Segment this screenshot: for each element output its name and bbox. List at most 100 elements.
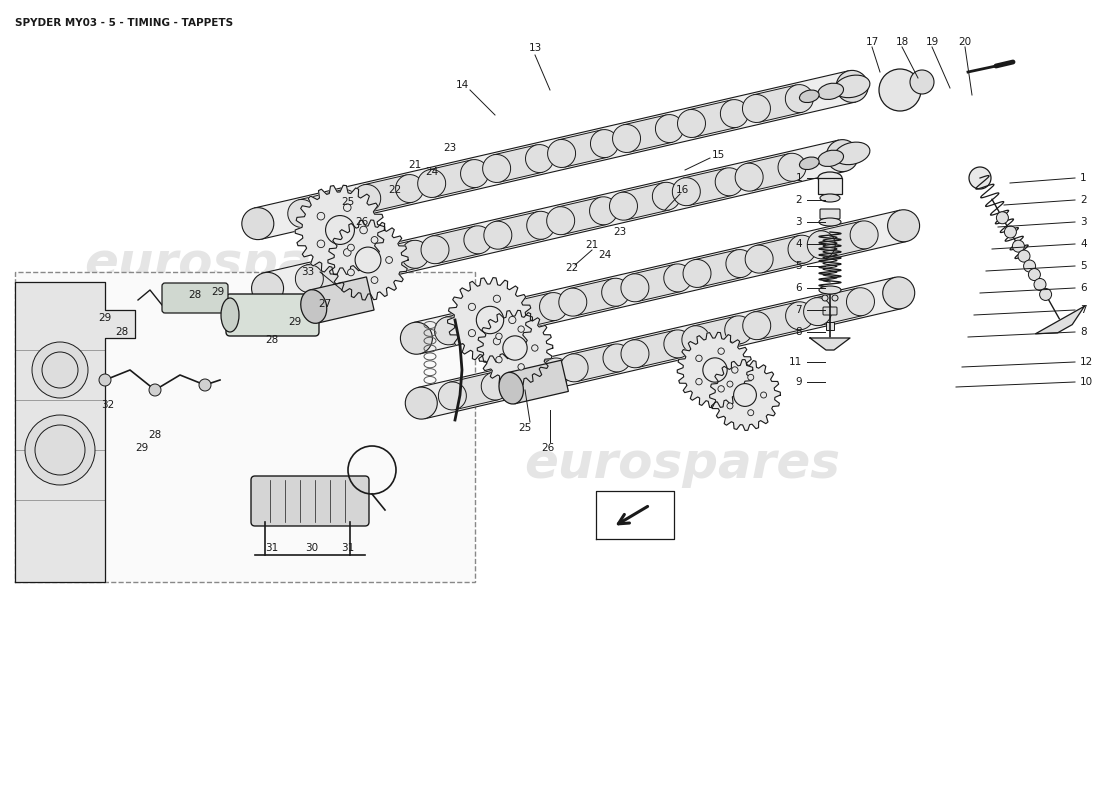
Ellipse shape — [559, 288, 586, 316]
Text: 1: 1 — [795, 173, 802, 183]
Text: 29: 29 — [98, 313, 111, 323]
Text: 30: 30 — [306, 543, 319, 553]
Ellipse shape — [800, 90, 820, 102]
Ellipse shape — [663, 264, 692, 292]
Circle shape — [371, 277, 378, 283]
Polygon shape — [495, 212, 543, 249]
Ellipse shape — [742, 94, 770, 122]
Circle shape — [35, 425, 85, 475]
Polygon shape — [710, 360, 780, 430]
Polygon shape — [510, 358, 559, 395]
Circle shape — [476, 306, 504, 334]
Ellipse shape — [785, 302, 814, 330]
Ellipse shape — [590, 197, 617, 225]
Text: 17: 17 — [866, 37, 879, 47]
Text: 26: 26 — [355, 217, 368, 227]
Text: 7: 7 — [795, 305, 802, 315]
Polygon shape — [368, 241, 418, 278]
FancyBboxPatch shape — [820, 209, 840, 219]
Ellipse shape — [353, 185, 381, 213]
Text: 27: 27 — [318, 299, 331, 309]
Circle shape — [518, 326, 525, 332]
Circle shape — [469, 330, 475, 337]
Polygon shape — [507, 293, 557, 330]
Circle shape — [42, 352, 78, 388]
Text: 22: 22 — [565, 263, 579, 273]
Text: 14: 14 — [455, 80, 469, 90]
Polygon shape — [814, 288, 864, 326]
Polygon shape — [754, 85, 803, 122]
Text: 5: 5 — [795, 261, 802, 271]
Ellipse shape — [252, 272, 284, 304]
Circle shape — [727, 403, 733, 409]
Ellipse shape — [603, 344, 631, 372]
Ellipse shape — [832, 295, 838, 301]
Ellipse shape — [826, 140, 858, 172]
Circle shape — [32, 342, 88, 398]
Ellipse shape — [396, 174, 424, 202]
Text: 21: 21 — [585, 240, 598, 250]
Text: 8: 8 — [1080, 327, 1087, 337]
Ellipse shape — [542, 358, 570, 386]
Ellipse shape — [969, 167, 991, 189]
Text: 24: 24 — [426, 167, 439, 177]
Ellipse shape — [484, 221, 512, 249]
Text: 13: 13 — [528, 43, 541, 53]
Text: 2: 2 — [795, 195, 802, 205]
Polygon shape — [328, 220, 408, 300]
Polygon shape — [756, 235, 805, 273]
Ellipse shape — [300, 290, 327, 323]
Ellipse shape — [778, 154, 806, 182]
Circle shape — [469, 303, 475, 310]
Polygon shape — [558, 197, 607, 234]
Polygon shape — [631, 264, 681, 302]
Text: 8: 8 — [795, 327, 802, 337]
Ellipse shape — [807, 230, 835, 258]
Ellipse shape — [499, 372, 524, 404]
Ellipse shape — [1018, 250, 1030, 262]
Ellipse shape — [331, 190, 359, 218]
Polygon shape — [15, 282, 135, 582]
Circle shape — [718, 386, 724, 392]
Text: 29: 29 — [211, 287, 224, 297]
Text: 28: 28 — [188, 290, 201, 300]
Polygon shape — [746, 154, 795, 191]
Polygon shape — [412, 210, 908, 354]
Ellipse shape — [715, 168, 744, 196]
Ellipse shape — [602, 278, 629, 306]
Ellipse shape — [402, 240, 429, 268]
Circle shape — [326, 215, 354, 245]
Circle shape — [348, 244, 354, 251]
Circle shape — [503, 336, 527, 360]
Ellipse shape — [682, 326, 710, 354]
Ellipse shape — [997, 212, 1009, 224]
Polygon shape — [631, 330, 681, 367]
Polygon shape — [432, 226, 481, 263]
Circle shape — [695, 378, 702, 385]
Polygon shape — [507, 360, 569, 404]
Ellipse shape — [1012, 240, 1024, 252]
Text: 31: 31 — [265, 543, 278, 553]
Polygon shape — [818, 222, 867, 258]
Ellipse shape — [483, 154, 510, 182]
Ellipse shape — [888, 210, 920, 242]
Ellipse shape — [804, 298, 832, 326]
Ellipse shape — [464, 226, 492, 254]
Circle shape — [703, 358, 727, 382]
Ellipse shape — [850, 221, 878, 249]
Text: 29: 29 — [288, 317, 301, 327]
Circle shape — [695, 355, 702, 362]
Ellipse shape — [678, 110, 705, 138]
Ellipse shape — [439, 382, 466, 410]
Polygon shape — [693, 316, 741, 354]
Ellipse shape — [1004, 226, 1016, 238]
Ellipse shape — [434, 317, 463, 345]
Ellipse shape — [818, 150, 844, 166]
Ellipse shape — [725, 316, 752, 344]
Polygon shape — [570, 278, 619, 316]
Ellipse shape — [527, 211, 554, 239]
Text: 25: 25 — [341, 197, 354, 207]
Ellipse shape — [497, 302, 525, 330]
Ellipse shape — [540, 293, 568, 321]
Circle shape — [371, 237, 378, 243]
